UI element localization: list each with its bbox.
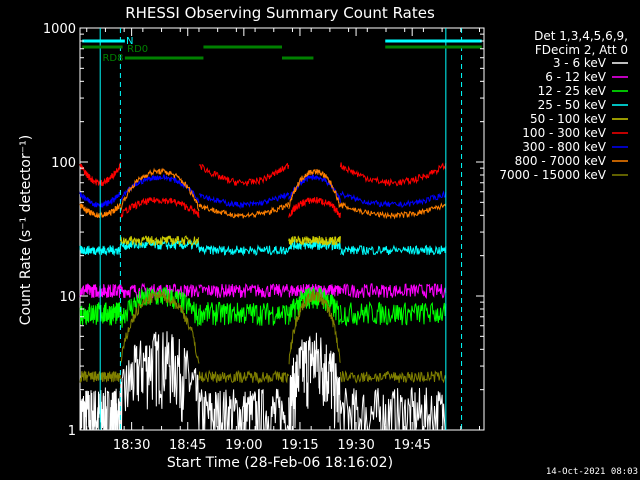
series-line [198, 369, 290, 385]
axis-layer: 1 10 100 1000 18:30 18:45 19:00 19:15 19:30 19:45 [43, 22, 484, 453]
series-line [339, 201, 447, 220]
flag-label: N [126, 36, 133, 47]
series-1 [79, 282, 447, 300]
series-line [198, 162, 290, 187]
footer-date: 14-Oct-2021 08:03 [546, 467, 638, 477]
y-axis-label: Count Rate (s⁻¹ detector⁻¹) [18, 135, 34, 325]
legend-entry-label: 12 - 25 keV [538, 84, 607, 98]
legend-entry-label: 6 - 12 keV [545, 70, 607, 84]
x-tick-label: 19:45 [393, 438, 430, 453]
flag-label: RD0 [127, 44, 148, 55]
x-tick-label: 19:00 [225, 438, 262, 453]
legend-entry-label: 100 - 300 keV [522, 126, 606, 140]
series-line [198, 283, 290, 299]
series-line [198, 202, 290, 219]
series-3 [79, 238, 447, 257]
series-line [288, 168, 341, 210]
plot-frame [79, 27, 485, 431]
x-axis-label: Start Time (28-Feb-06 18:16:02) [167, 455, 393, 471]
x-tick-label: 19:30 [337, 438, 374, 453]
legend-header: FDecim 2, Att 0 [535, 43, 628, 57]
legend: Det 1,3,4,5,6,9,FDecim 2, Att 03 - 6 keV… [499, 29, 628, 182]
series-line [288, 290, 341, 365]
series-line [198, 388, 290, 431]
legend-entry-label: 300 - 800 keV [522, 140, 606, 154]
flag-label: RD8 [102, 53, 123, 64]
legend-entry-label: 3 - 6 keV [553, 56, 607, 70]
series-line [119, 287, 200, 328]
series-line [339, 301, 447, 327]
series-line [198, 301, 290, 326]
legend-entry-label: 7000 - 15000 keV [499, 168, 606, 182]
series-line [339, 283, 447, 300]
series-line [119, 291, 200, 365]
legend-header: Det 1,3,4,5,6,9, [534, 29, 628, 43]
chart-title: RHESSI Observing Summary Count Rates [125, 4, 435, 22]
y-tick-label: 1000 [43, 22, 76, 37]
y-tick-label: 100 [51, 156, 76, 171]
series-8 [79, 290, 447, 385]
x-tick-label: 19:15 [281, 438, 318, 453]
series-line [339, 370, 447, 384]
series-line [198, 244, 290, 257]
series-line [198, 191, 290, 210]
series-line [119, 167, 200, 212]
series-7 [79, 167, 447, 220]
x-tick-label: 18:45 [169, 438, 206, 453]
y-tick-label: 10 [59, 290, 76, 305]
series-5 [79, 161, 447, 219]
series-line [340, 244, 447, 256]
series-layer [79, 161, 447, 431]
series-line [119, 331, 200, 431]
series-line [288, 332, 341, 431]
legend-entry-label: 800 - 7000 keV [515, 154, 607, 168]
series-0 [79, 331, 446, 431]
legend-entry-label: 25 - 50 keV [538, 98, 607, 112]
series-line [119, 235, 200, 247]
series-line [339, 387, 446, 431]
series-line [339, 162, 447, 187]
x-tick-label: 18:30 [113, 438, 150, 453]
series-line [119, 174, 200, 203]
series-line [339, 190, 447, 209]
series-line [288, 196, 341, 218]
series-line [288, 235, 341, 246]
series-4 [119, 235, 341, 247]
legend-entry-label: 50 - 100 keV [530, 112, 607, 126]
series-line [119, 197, 200, 219]
y-tick-label: 1 [68, 424, 76, 439]
